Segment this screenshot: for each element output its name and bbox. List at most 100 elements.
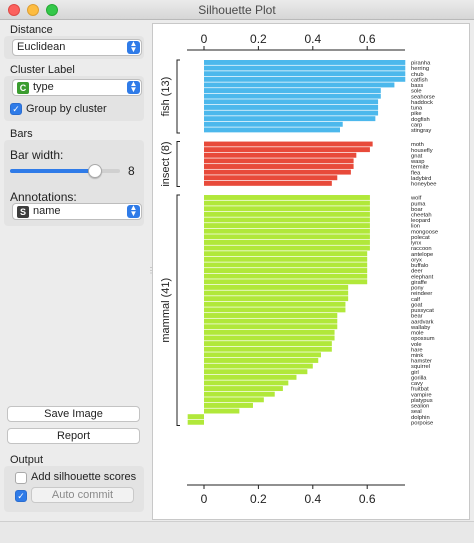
bar-gorilla[interactable]: [204, 374, 297, 380]
bar-opossum[interactable]: [204, 335, 335, 341]
bar-calf[interactable]: [204, 296, 349, 302]
bar-platypus[interactable]: [204, 397, 264, 403]
bar-chub[interactable]: [204, 71, 406, 77]
bar-label-seahorse: seahorse: [411, 94, 435, 100]
bar-mole[interactable]: [204, 329, 335, 335]
bar-gnat[interactable]: [204, 152, 357, 158]
bar-label-mongoose: mongoose: [411, 229, 438, 235]
bar-bass[interactable]: [204, 82, 395, 88]
bar-label-herring: herring: [411, 66, 429, 72]
bar-flea[interactable]: [204, 169, 351, 175]
bar-hare[interactable]: [204, 346, 332, 352]
bar-vole[interactable]: [204, 341, 332, 347]
bar-elephant[interactable]: [204, 273, 368, 279]
bar-label-elephant: elephant: [411, 274, 434, 280]
minimize-window-icon[interactable]: [27, 4, 39, 16]
bar-cheetah[interactable]: [204, 211, 370, 217]
bar-label-vole: vole: [411, 342, 422, 348]
bar-carp[interactable]: [204, 121, 343, 127]
bar-pike[interactable]: [204, 110, 379, 116]
auto-commit-button[interactable]: Auto commit: [31, 487, 134, 503]
bar-hamster[interactable]: [204, 358, 319, 363]
bar-giraffe[interactable]: [204, 279, 368, 285]
bar-dolphin[interactable]: [187, 414, 204, 420]
bar-bear[interactable]: [204, 313, 338, 318]
add-silhouette-scores-checkbox[interactable]: [15, 472, 27, 484]
splitter-handle-icon[interactable]: ⋮: [147, 266, 155, 275]
bar-ladybird[interactable]: [204, 175, 338, 181]
bar-mink[interactable]: [204, 352, 321, 358]
bar-termite[interactable]: [204, 164, 354, 169]
bar-label-wolf: wolf: [410, 196, 422, 202]
bar-leopard[interactable]: [204, 217, 370, 223]
bar-label-reindeer: reindeer: [411, 291, 432, 297]
bar-honeybee[interactable]: [204, 180, 332, 186]
bar-width-slider-fill: [10, 169, 95, 173]
bar-width-slider[interactable]: [10, 164, 120, 178]
report-button[interactable]: Report: [7, 428, 140, 444]
auto-commit-checkbox[interactable]: ✓: [15, 490, 27, 502]
bar-cavy[interactable]: [204, 380, 289, 386]
bar-deer[interactable]: [204, 268, 368, 273]
close-window-icon[interactable]: [8, 4, 20, 16]
bar-catfish[interactable]: [204, 76, 406, 82]
bar-vampire[interactable]: [204, 391, 275, 397]
top-tick-label: 0: [201, 32, 208, 46]
bottom-tick-label: 0: [201, 492, 208, 506]
bar-label-puma: puma: [411, 201, 426, 207]
bar-herring[interactable]: [204, 65, 406, 71]
bar-fruitbat[interactable]: [204, 386, 283, 392]
bar-puma[interactable]: [204, 200, 370, 206]
bar-wolf[interactable]: [204, 195, 370, 200]
distance-combo[interactable]: Euclidean ▲ ▼: [12, 39, 142, 56]
bar-label-boar: boar: [411, 207, 423, 213]
bar-wallaby[interactable]: [204, 324, 338, 330]
cluster-label: mammal (41): [160, 278, 172, 343]
bar-mongoose[interactable]: [204, 228, 370, 234]
bar-raccoon[interactable]: [204, 245, 370, 251]
bar-pony[interactable]: [204, 284, 349, 290]
bar-label-aardvark: aardvark: [411, 319, 434, 325]
bar-sealion[interactable]: [204, 402, 253, 408]
bar-label-seal: seal: [411, 409, 422, 415]
bar-antelope[interactable]: [204, 251, 368, 257]
bar-buffalo[interactable]: [204, 262, 368, 268]
distance-section-label: Distance: [10, 24, 53, 36]
bar-oryx[interactable]: [204, 256, 368, 262]
bar-polecat[interactable]: [204, 234, 370, 240]
bar-wasp[interactable]: [204, 158, 354, 164]
group-by-cluster-label: Group by cluster: [26, 103, 107, 115]
bar-squirrel[interactable]: [204, 363, 313, 369]
save-image-button[interactable]: Save Image: [7, 406, 140, 422]
bar-label-platypus: platypus: [411, 398, 433, 404]
bar-lynx[interactable]: [204, 239, 370, 245]
bar-tuna[interactable]: [204, 104, 379, 110]
bar-width-slider-handle[interactable]: [87, 164, 102, 178]
bar-lion[interactable]: [204, 223, 370, 229]
bar-seahorse[interactable]: [204, 93, 381, 99]
bar-moth[interactable]: [204, 141, 373, 147]
bar-label-carp: carp: [411, 122, 422, 128]
bar-girl[interactable]: [204, 369, 308, 375]
output-section-label: Output: [10, 454, 44, 466]
bar-boar[interactable]: [204, 206, 370, 212]
bar-sole[interactable]: [204, 88, 381, 94]
bar-seal[interactable]: [204, 408, 240, 414]
group-by-cluster-checkbox[interactable]: ✓: [10, 103, 22, 115]
bar-goat[interactable]: [204, 301, 346, 307]
bar-label-deer: deer: [411, 269, 423, 275]
bar-reindeer[interactable]: [204, 290, 349, 296]
bar-aardvark[interactable]: [204, 318, 338, 324]
bar-housefly[interactable]: [204, 147, 370, 153]
maximize-window-icon[interactable]: [46, 4, 58, 16]
bar-dogfish[interactable]: [204, 116, 376, 122]
bar-piranha[interactable]: [204, 60, 406, 65]
bar-porpoise[interactable]: [187, 419, 204, 425]
bar-haddock[interactable]: [204, 99, 379, 105]
bar-pussycat[interactable]: [204, 307, 346, 313]
bar-stingray[interactable]: [204, 127, 340, 133]
bar-label-lynx: lynx: [411, 241, 421, 247]
